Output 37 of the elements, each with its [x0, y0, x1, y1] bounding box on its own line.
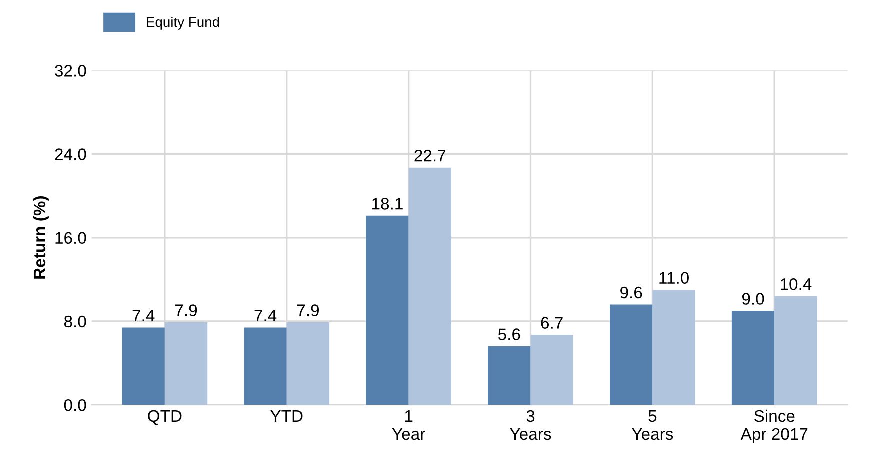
y-tick-label: 8.0	[64, 316, 86, 328]
bar	[652, 290, 696, 406]
bar	[244, 328, 287, 406]
y-tick-label: 24.0	[55, 148, 86, 160]
y-tick-label: 32.0	[55, 65, 86, 77]
data-label: 7.9	[176, 304, 198, 316]
data-label: 22.7	[414, 150, 446, 162]
y-tick-label: 16.0	[56, 232, 86, 244]
legend-label: Equity Fund	[147, 16, 220, 30]
data-label: 10.4	[781, 278, 812, 290]
x-tick-label: YTD	[270, 410, 303, 422]
bar	[610, 304, 653, 406]
data-label: 7.9	[297, 304, 320, 316]
bar	[530, 335, 574, 406]
data-label: 7.4	[132, 310, 155, 322]
bar	[122, 328, 165, 406]
bar	[286, 322, 330, 406]
data-label: 11.0	[660, 272, 689, 284]
bar	[774, 296, 818, 406]
x-tick-label: Since Apr 2017	[740, 410, 808, 444]
x-tick-label: 5 Years	[632, 410, 674, 440]
bar	[732, 311, 775, 406]
bar	[366, 216, 409, 406]
y-tick-label: 0.0	[64, 399, 86, 412]
y-axis-title: Return (%)	[33, 196, 49, 279]
data-label: 9.0	[742, 293, 764, 305]
bar	[488, 346, 531, 406]
x-tick-label: QTD	[148, 410, 182, 426]
data-label: 9.6	[620, 286, 642, 299]
data-label: 18.1	[372, 198, 403, 210]
x-tick-label: 1 Year	[392, 410, 426, 440]
x-tick-label: 3 Years	[510, 410, 552, 440]
data-label: 7.4	[254, 310, 277, 322]
data-label: 5.6	[498, 328, 520, 340]
data-label: 6.7	[541, 317, 563, 329]
bar	[408, 168, 452, 406]
bar	[164, 322, 208, 406]
